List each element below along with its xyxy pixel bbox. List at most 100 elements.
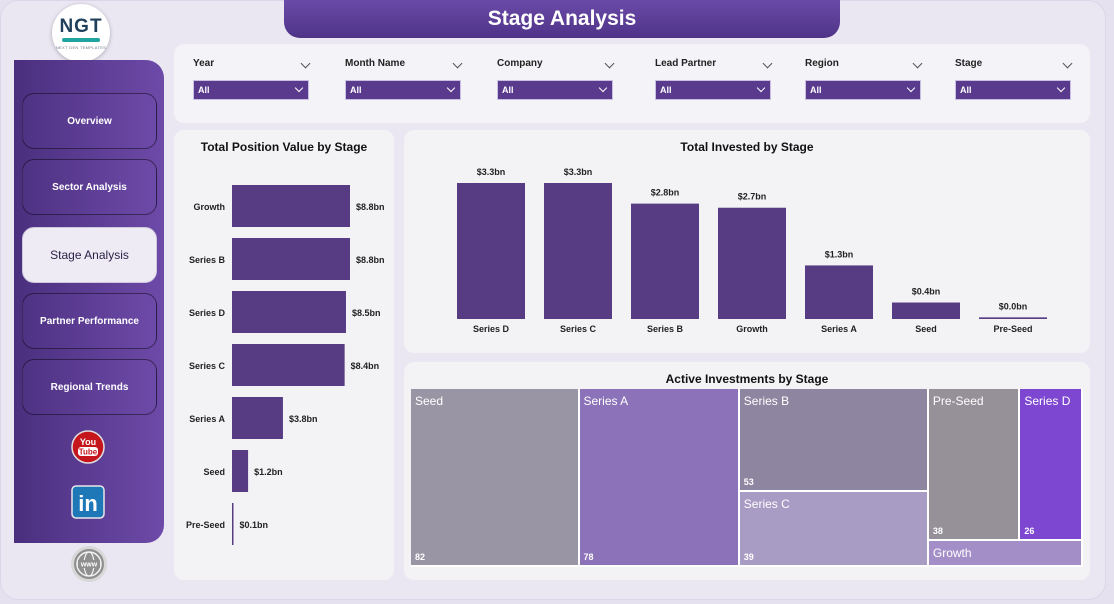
filter-lead-partner: Lead Partner All bbox=[655, 58, 773, 100]
filter-label: Year bbox=[193, 58, 215, 69]
filter-year: Year All bbox=[193, 58, 311, 100]
treemap-cell-series-c[interactable]: Series C 39 bbox=[739, 491, 929, 567]
filter-region: Region All bbox=[805, 58, 923, 100]
nav-sector-analysis-button[interactable]: Sector Analysis bbox=[22, 159, 157, 215]
category-label: Series B bbox=[189, 255, 226, 265]
total-invested-card: Total Invested by Stage $3.3bn Series D $3… bbox=[404, 130, 1090, 353]
category-label: Pre-Seed bbox=[186, 520, 225, 530]
bar[interactable] bbox=[718, 207, 786, 319]
active-investments-card: Active Investments by Stage Seed 82 Series… bbox=[404, 362, 1090, 580]
category-label: Series D bbox=[473, 324, 510, 334]
treemap-cell-series-a[interactable]: Series A 78 bbox=[579, 389, 740, 567]
data-label: $3.3bn bbox=[477, 167, 506, 177]
bar[interactable] bbox=[232, 185, 350, 227]
company-select[interactable]: All bbox=[497, 80, 613, 100]
lead-partner-select[interactable]: All bbox=[655, 80, 771, 100]
position-value-chart: Growth $8.8bn Series B $8.8bn Series D $8.5bn… bbox=[186, 185, 385, 545]
chevron-down-icon bbox=[598, 83, 608, 93]
data-label: $8.5bn bbox=[352, 308, 381, 318]
filter-label: Region bbox=[805, 58, 839, 69]
region-select[interactable]: All bbox=[805, 80, 921, 100]
bar[interactable] bbox=[892, 302, 960, 319]
category-label: Series B bbox=[647, 324, 684, 334]
treemap-value: 82 bbox=[415, 552, 426, 562]
filter-value: All bbox=[660, 85, 672, 95]
website-icon[interactable]: www bbox=[71, 546, 107, 582]
svg-text:Tube: Tube bbox=[79, 448, 98, 457]
bar[interactable] bbox=[232, 397, 283, 439]
stage-select[interactable]: All bbox=[955, 80, 1071, 100]
nav-label: Sector Analysis bbox=[52, 181, 127, 193]
bar[interactable] bbox=[232, 344, 345, 386]
linkedin-text: in bbox=[78, 491, 98, 516]
month-name-select[interactable]: All bbox=[345, 80, 461, 100]
bar[interactable] bbox=[232, 450, 249, 492]
treemap-cell-series-b[interactable]: Series B 53 bbox=[739, 389, 929, 492]
treemap-cell-seed[interactable]: Seed 82 bbox=[411, 389, 580, 567]
treemap-cell-series-d[interactable]: Series D 26 bbox=[1020, 389, 1083, 541]
data-label: $2.7bn bbox=[738, 192, 767, 202]
bar[interactable] bbox=[232, 291, 346, 333]
bar[interactable] bbox=[457, 183, 525, 319]
bar[interactable] bbox=[232, 503, 234, 545]
bar[interactable] bbox=[805, 265, 873, 319]
category-label: Series A bbox=[821, 324, 857, 334]
chart-title: Total Position Value by Stage bbox=[200, 140, 368, 154]
treemap-label: Series D bbox=[1024, 394, 1071, 408]
bar[interactable] bbox=[979, 317, 1047, 319]
chevron-down-icon bbox=[906, 83, 916, 93]
category-label: Series C bbox=[560, 324, 597, 334]
treemap-value: 26 bbox=[1024, 525, 1035, 536]
nav-label: Regional Trends bbox=[50, 381, 129, 393]
filter-value: All bbox=[502, 85, 514, 95]
chart-title: Active Investments by Stage bbox=[665, 372, 829, 386]
nav-stage-analysis-button[interactable]: Stage Analysis bbox=[22, 227, 157, 283]
filter-month-name: Month Name All bbox=[345, 58, 463, 100]
logo-subtitle: NEXT GEN TEMPLATES bbox=[55, 44, 107, 50]
treemap-label: Growth bbox=[932, 545, 972, 560]
bar[interactable] bbox=[544, 183, 612, 319]
nav-partner-performance-button[interactable]: Partner Performance bbox=[22, 293, 157, 349]
category-label: Seed bbox=[203, 467, 225, 477]
data-label: $2.8bn bbox=[651, 188, 680, 198]
nav-label: Overview bbox=[67, 115, 112, 127]
web-text: www bbox=[80, 562, 98, 569]
filter-stage: Stage All bbox=[955, 58, 1073, 100]
chevron-down-icon bbox=[1056, 83, 1066, 93]
data-label: $8.8bn bbox=[356, 202, 385, 212]
filter-panel: Year All Month Name All Company All Lead… bbox=[174, 44, 1090, 123]
data-label: $0.1bn bbox=[240, 520, 269, 530]
filter-label: Stage bbox=[955, 58, 983, 69]
treemap-cell-pre-seed[interactable]: Pre-Seed 38 bbox=[928, 389, 1021, 541]
sidebar: Overview Sector Analysis Stage Analysis … bbox=[14, 60, 164, 543]
logo-mark: NGT bbox=[59, 15, 103, 37]
bar[interactable] bbox=[232, 238, 350, 280]
nav-label: Partner Performance bbox=[40, 315, 139, 327]
category-label: Growth bbox=[194, 202, 226, 212]
nav-overview-button[interactable]: Overview bbox=[22, 93, 157, 149]
youtube-icon[interactable]: You Tube bbox=[70, 429, 106, 465]
nav-label: Stage Analysis bbox=[50, 248, 129, 262]
nav-regional-trends-button[interactable]: Regional Trends bbox=[22, 359, 157, 415]
treemap-label: Series C bbox=[743, 496, 790, 511]
category-label: Series D bbox=[189, 308, 226, 318]
treemap-cell-growth[interactable]: Growth bbox=[928, 540, 1083, 567]
filter-value: All bbox=[198, 85, 210, 95]
linkedin-icon[interactable]: in bbox=[70, 484, 106, 520]
data-label: $3.3bn bbox=[564, 167, 593, 177]
treemap-label: Series B bbox=[743, 394, 790, 408]
filter-label: Month Name bbox=[345, 58, 405, 69]
treemap-value: 39 bbox=[743, 551, 754, 562]
data-label: $0.4bn bbox=[912, 287, 941, 297]
bar[interactable] bbox=[631, 203, 699, 319]
filter-value: All bbox=[810, 85, 822, 95]
category-label: Pre-Seed bbox=[993, 324, 1032, 334]
filter-label: Company bbox=[497, 58, 543, 69]
filter-value: All bbox=[350, 85, 362, 95]
year-select[interactable]: All bbox=[193, 80, 309, 100]
ngt-logo[interactable]: NGT NEXT GEN TEMPLATES bbox=[52, 4, 110, 62]
category-label: Growth bbox=[736, 324, 768, 334]
page-title: Stage Analysis bbox=[284, 0, 840, 38]
category-label: Series A bbox=[189, 414, 225, 424]
filter-company: Company All bbox=[497, 58, 615, 100]
